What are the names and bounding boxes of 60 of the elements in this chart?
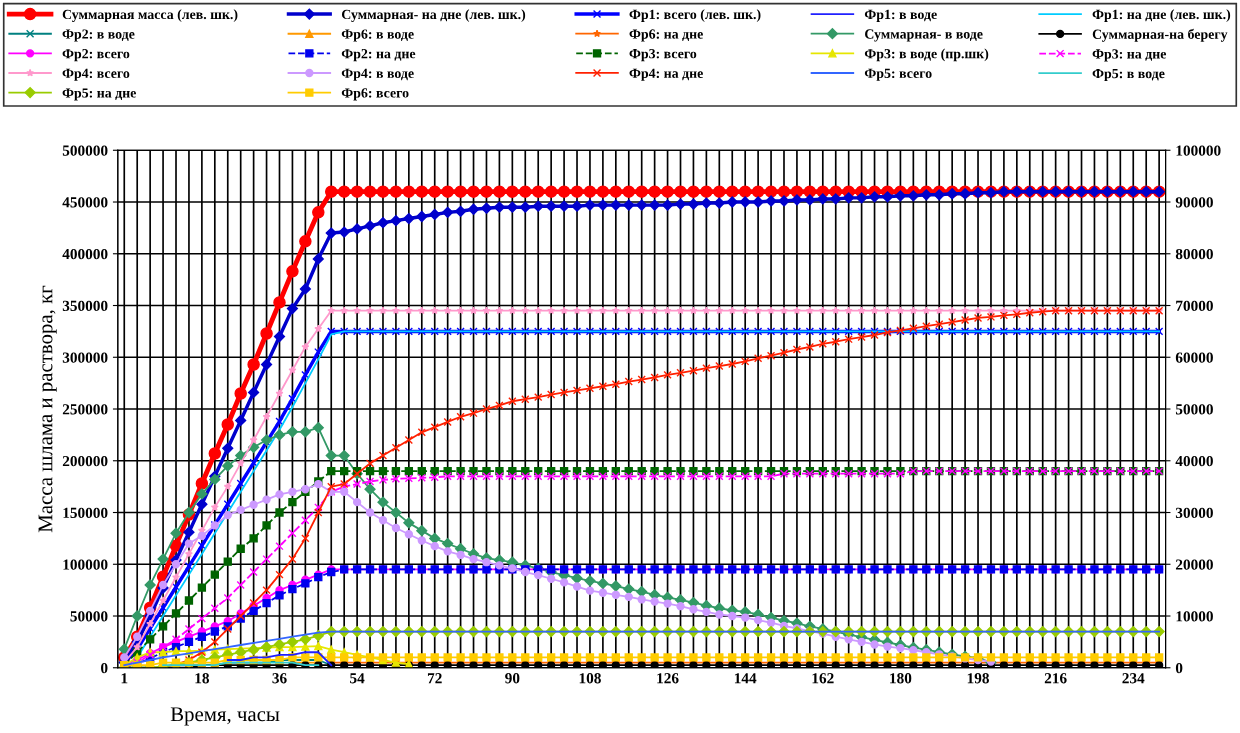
y-tick-label: 450000 <box>62 197 108 208</box>
y-axis-title: Масса шлама и раствора, кг <box>38 285 57 533</box>
legend-label: Фр1: в воде <box>864 9 937 22</box>
legend-label: Фр6: в воде <box>341 29 414 42</box>
y2-tick-label: 100000 <box>1176 145 1221 156</box>
x-tick-label: 126 <box>657 673 679 684</box>
y-tick-label: 50000 <box>70 611 108 622</box>
y2-tick-label: 0 <box>1175 662 1183 674</box>
legend-label: Фр6: на дне <box>629 29 703 42</box>
legend-label: Суммарная- в воде <box>865 29 983 42</box>
y2-tick-label: 90000 <box>1175 197 1213 208</box>
legend-label: Фр1: на дне (лев. шк.) <box>1092 9 1231 22</box>
legend-label: Фр2: всего <box>62 49 130 62</box>
x-tick-label: 234 <box>1122 673 1145 684</box>
x-tick-label: 162 <box>812 673 834 684</box>
legend-label: Фр5: на дне <box>62 88 136 101</box>
y2-tick-label: 70000 <box>1176 300 1213 311</box>
y2-tick-label: 20000 <box>1175 559 1213 570</box>
x-tick-label: 180 <box>890 673 912 684</box>
legend-label: Фр4: на дне <box>629 68 703 81</box>
legend-label: Фр4: всего <box>62 68 130 81</box>
x-tick-label: 108 <box>579 673 601 684</box>
x-tick-label: 90 <box>505 673 520 684</box>
y-tick-label: 350000 <box>62 300 108 311</box>
legend-label: Фр1: всего (лев. шк.) <box>629 9 761 22</box>
y2-tick-label: 60000 <box>1175 352 1213 363</box>
legend-label: Фр2: на дне <box>341 49 416 62</box>
legend-label: Суммарная-на берегу <box>1092 28 1228 42</box>
y2-tick-label: 10000 <box>1176 611 1213 622</box>
legend-label: Фр3: всего <box>629 48 697 62</box>
x-axis-title: Время, часы <box>170 707 280 726</box>
x-tick-label: 18 <box>195 673 210 684</box>
y2-tick-label: 30000 <box>1175 507 1213 518</box>
y-tick-label: 400000 <box>62 248 108 260</box>
legend-label: Фр2: в воде <box>62 29 135 42</box>
y-tick-label: 100000 <box>63 559 108 570</box>
x-tick-label: 144 <box>734 673 757 684</box>
y-tick-label: 200000 <box>62 455 108 467</box>
legend-label: Фр3: на дне <box>1092 49 1167 62</box>
x-tick-label: 198 <box>967 673 989 684</box>
y-tick-label: 150000 <box>63 507 108 518</box>
legend-label: Фр5: в воде <box>1092 68 1165 82</box>
legend-label: Суммарная масса (лев. шк.) <box>62 9 238 22</box>
legend-label: Фр6: всего <box>341 88 409 101</box>
y-tick-label: 300000 <box>62 352 108 363</box>
legend-label: Фр5: всего <box>864 68 932 81</box>
legend-label: Фр3: в воде (пр.шк) <box>864 48 989 62</box>
legend-label: Суммарная- на дне (лев. шк.) <box>341 9 526 22</box>
x-tick-label: 54 <box>350 673 365 684</box>
y-tick-label: 500000 <box>62 145 108 156</box>
y2-tick-label: 50000 <box>1175 404 1213 415</box>
x-tick-label: 36 <box>272 673 287 684</box>
y-tick-label: 250000 <box>62 404 108 415</box>
legend-label: Фр4: в воде <box>341 68 414 81</box>
x-tick-label: 72 <box>427 673 442 684</box>
y2-tick-label: 40000 <box>1175 455 1213 467</box>
x-tick-label: 216 <box>1044 673 1067 684</box>
y2-tick-label: 80000 <box>1175 248 1213 260</box>
y-tick-label: 0 <box>101 662 108 674</box>
x-tick-label: 1 <box>121 673 128 684</box>
